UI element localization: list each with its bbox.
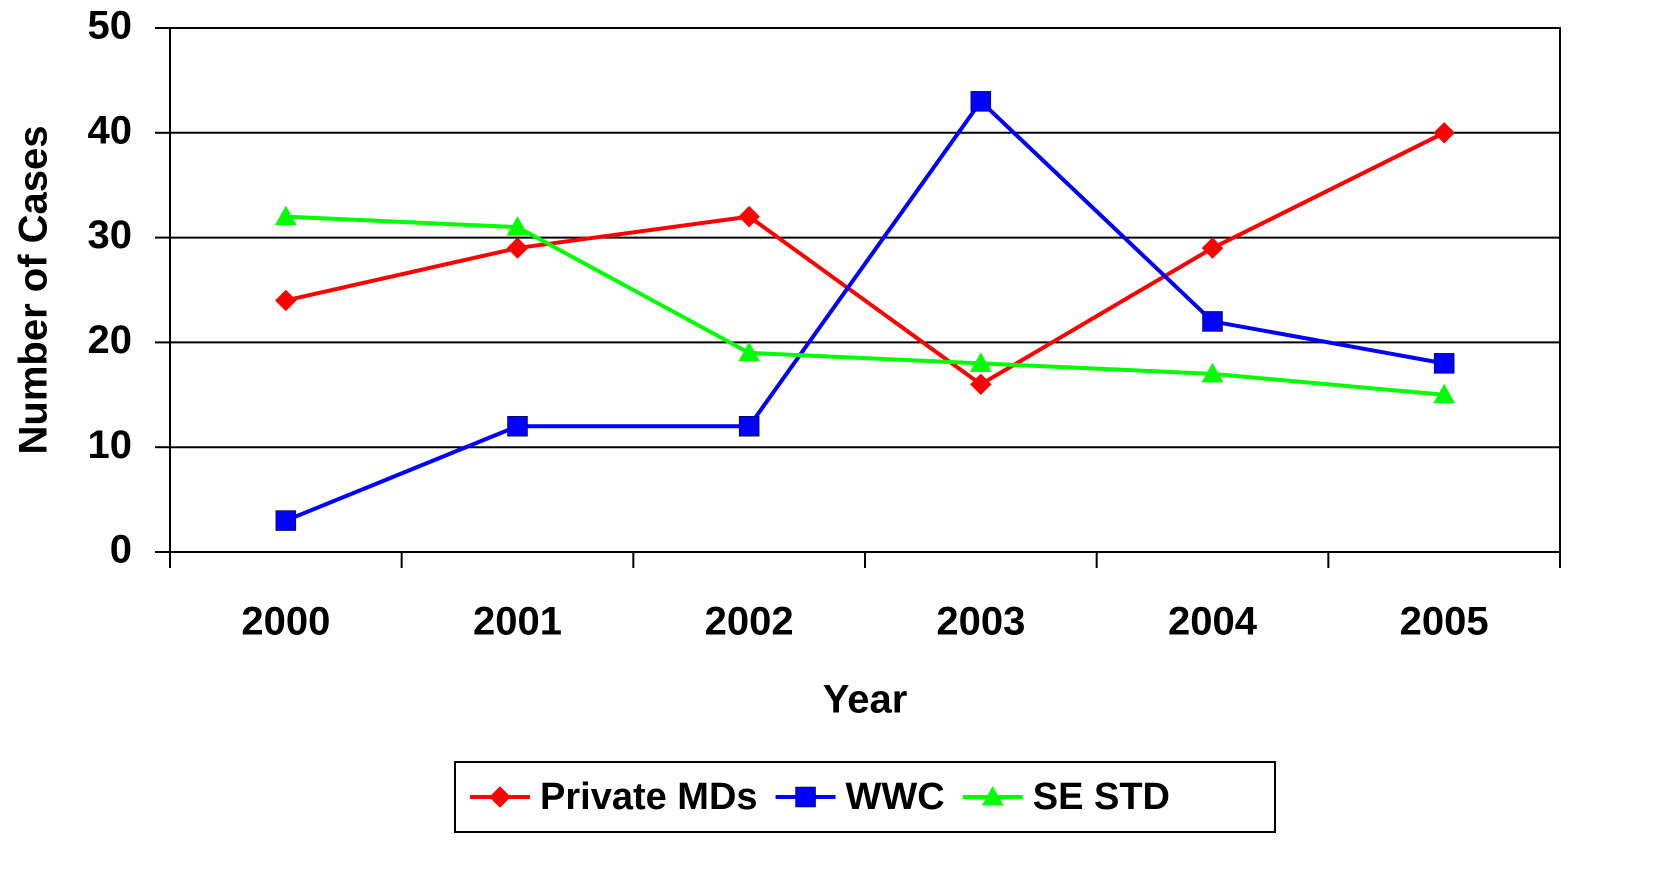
marker: [738, 415, 760, 437]
marker: [981, 785, 1004, 806]
marker: [1433, 353, 1455, 374]
series-line: [285, 131, 1446, 387]
x-tick-label: 2005: [1400, 600, 1489, 644]
y-axis-label: Number of Cases: [12, 126, 56, 455]
marker: [738, 205, 760, 228]
marker: [506, 216, 529, 236]
marker: [275, 510, 297, 531]
marker: [970, 91, 992, 112]
x-tick-label: 2004: [1168, 600, 1258, 644]
marker: [274, 205, 297, 226]
marker: [1201, 237, 1224, 259]
marker: [1201, 362, 1224, 383]
marker: [738, 341, 761, 362]
marker: [1433, 383, 1456, 404]
x-tick-label: 2001: [473, 600, 562, 644]
marker: [970, 373, 992, 396]
marker: [1433, 122, 1455, 144]
marker: [506, 237, 529, 259]
legend-label: SE STD: [1033, 776, 1170, 818]
legend: [454, 761, 1276, 833]
plot-area: [169, 27, 1561, 553]
x-tick-label: 2003: [936, 600, 1025, 644]
series-line: [285, 98, 1445, 523]
y-tick-label: 20: [88, 318, 133, 362]
marker: [489, 786, 511, 808]
series-line: [285, 214, 1445, 397]
y-tick-label: 0: [110, 528, 132, 572]
marker: [507, 415, 528, 437]
y-tick-label: 10: [88, 423, 133, 467]
marker: [275, 289, 297, 312]
x-tick-label: 2000: [241, 600, 330, 644]
y-tick-label: 40: [88, 108, 133, 152]
x-axis-label: Year: [823, 678, 908, 722]
legend-label: Private MDs: [540, 776, 758, 818]
marker: [1202, 311, 1223, 332]
marker: [969, 352, 992, 372]
x-tick-label: 2002: [705, 600, 794, 644]
y-tick-label: 50: [88, 4, 133, 48]
marker: [795, 786, 816, 808]
legend-label: WWC: [846, 776, 945, 818]
y-tick-label: 30: [88, 213, 133, 257]
